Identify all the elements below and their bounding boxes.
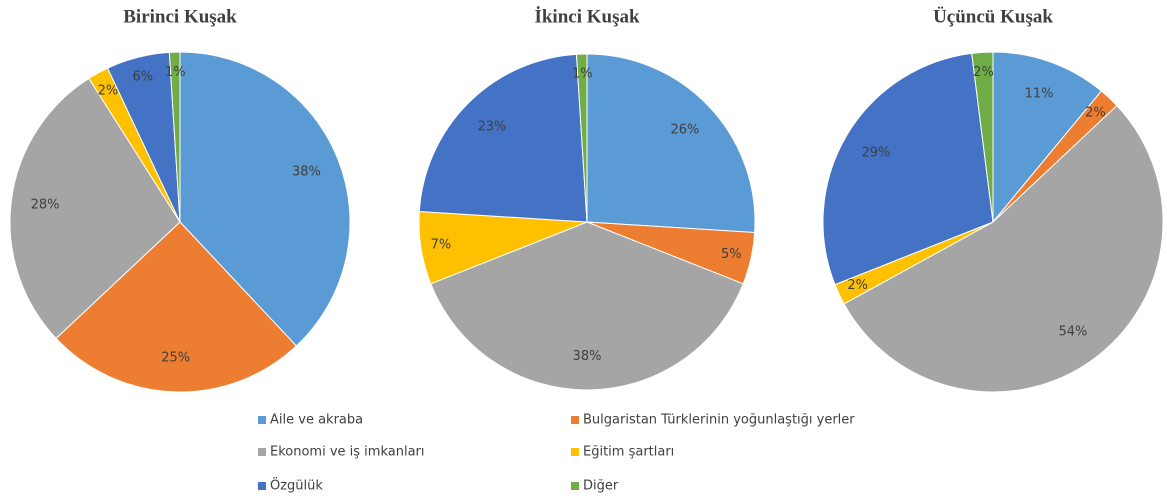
pie-slice (843, 104, 1164, 393)
data-label: 6% (132, 70, 153, 85)
pie-slice (430, 221, 744, 391)
pie-slice (418, 53, 588, 223)
data-label: 28% (31, 197, 60, 212)
pie-slice (992, 51, 1103, 224)
data-label: 11% (1025, 87, 1054, 102)
data-label: 5% (721, 247, 742, 262)
pie-slice (586, 53, 756, 234)
data-label: 7% (431, 238, 452, 253)
pie-slice (575, 53, 588, 223)
pie-slice (55, 221, 298, 393)
legend-label: Eğitim şartları (583, 445, 674, 460)
legend-swatch (258, 416, 266, 424)
legend-swatch (571, 482, 579, 490)
pie-slice (971, 51, 994, 223)
pie-slice (822, 52, 994, 286)
chart-title: Üçüncü Kuşak (933, 6, 1053, 27)
data-label: 38% (292, 164, 321, 179)
data-label: 26% (671, 122, 700, 137)
data-label: 54% (1058, 325, 1087, 340)
pie-slice (168, 51, 181, 223)
data-label: 1% (165, 65, 186, 80)
legend-swatch (258, 448, 266, 456)
legend-label: Özgülük (270, 477, 323, 494)
legend-label: Bulgaristan Türklerinin yoğunlaştığı yer… (583, 413, 855, 428)
data-label: 2% (1085, 105, 1106, 120)
chart-title: Birinci Kuşak (123, 6, 237, 27)
data-label: 1% (572, 67, 593, 82)
data-label: 2% (847, 278, 868, 293)
data-label: 38% (573, 349, 602, 364)
data-label: 2% (973, 65, 994, 80)
data-label: 29% (861, 145, 890, 160)
legend-swatch (571, 448, 579, 456)
legend-swatch (571, 416, 579, 424)
pie-slice (9, 77, 181, 340)
legend-swatch (258, 482, 266, 490)
chart-title: İkinci Kuşak (534, 6, 640, 27)
legend-label: Diğer (583, 479, 619, 494)
pie-slice (179, 51, 351, 347)
legend-label: Aile ve akraba (270, 413, 363, 428)
data-label: 2% (98, 83, 119, 98)
data-label: 25% (161, 350, 190, 365)
legend-label: Ekonomi ve iş imkanları (270, 445, 425, 460)
data-label: 23% (478, 119, 507, 134)
